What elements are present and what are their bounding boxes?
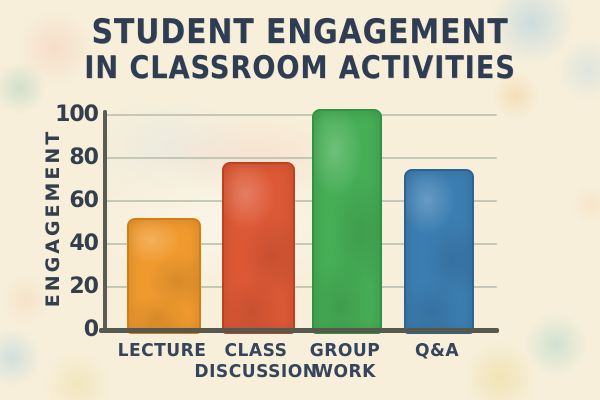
gridline-100 (106, 114, 497, 116)
bar-class-discussion (221, 162, 295, 334)
gridline-60 (106, 200, 497, 202)
x-tick-label-class-discussion: CLASS DISCUSSION (194, 340, 318, 382)
y-tick-label-80: 80 (69, 145, 99, 170)
y-tick-label-60: 60 (69, 188, 99, 213)
bar-lecture (127, 218, 201, 334)
gridline-80 (106, 157, 497, 159)
gridline-20 (106, 286, 497, 288)
y-tick-label-20: 20 (69, 274, 99, 299)
gridline-40 (106, 243, 497, 245)
y-tick-label-0: 0 (83, 317, 99, 342)
x-tick-label-lecture: LECTURE (117, 340, 207, 361)
bar-group-work (312, 108, 382, 334)
x-tick-label-q-a: Q&A (414, 340, 460, 361)
y-tick-label-40: 40 (69, 231, 99, 256)
y-tick-label-100: 100 (55, 102, 99, 127)
chart-title-line-2: IN CLASSROOM ACTIVITIES (84, 50, 516, 86)
x-tick-label-group-work: GROUP WORK (309, 340, 381, 382)
x-axis-line (99, 328, 499, 333)
y-axis-line (103, 110, 107, 332)
bar-q-a (404, 168, 474, 334)
chart-title-line-1: STUDENT ENGAGEMENT (91, 12, 509, 52)
y-axis-title: ENGAGEMENT (42, 128, 64, 308)
